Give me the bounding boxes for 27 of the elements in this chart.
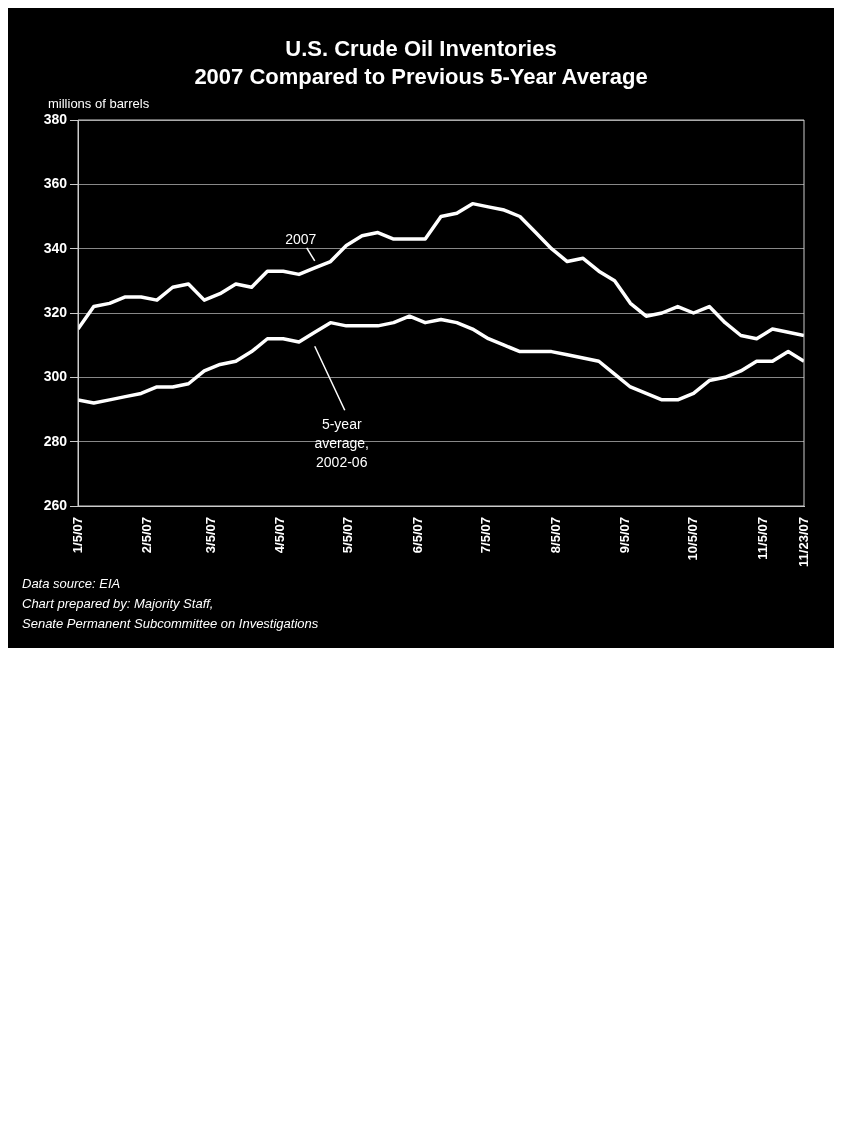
text: 5-year average, 2002-06 [314, 416, 369, 471]
chart-subtitle: 2007 Compared to Previous 5-Year Average [194, 64, 648, 89]
text: Chart prepared by: Majority Staff, [22, 596, 214, 611]
x-tick-label: 11/5/07 [754, 517, 770, 560]
x-tick-label: 8/5/07 [547, 517, 563, 554]
x-tick-label: 4/5/07 [272, 517, 288, 554]
y-tick-label: 280 [43, 432, 68, 449]
x-tick-label: 5/5/07 [340, 517, 356, 554]
x-tick-label: 10/5/07 [685, 517, 701, 561]
series-label: 2007 [285, 230, 317, 247]
x-tick-label: 11/23/07 [795, 517, 811, 567]
x-tick-label: 6/5/07 [410, 517, 426, 554]
source-note: Data source: EIA [22, 576, 121, 591]
x-tick-label: 2/5/07 [139, 517, 155, 554]
x-tick-label: 9/5/07 [617, 517, 633, 554]
y-tick-label: 260 [43, 496, 68, 513]
y-tick-label: 380 [43, 110, 68, 127]
y-tick-label: 340 [43, 239, 68, 256]
y-axis-title: millions of barrels [48, 96, 150, 111]
x-tick-label: 1/5/07 [69, 517, 85, 554]
x-tick-label: 7/5/07 [477, 517, 493, 554]
chart-title: U.S. Crude Oil Inventories [285, 36, 557, 61]
y-tick-label: 320 [43, 303, 68, 320]
y-tick-label: 360 [43, 175, 68, 192]
y-tick-label: 300 [43, 368, 68, 385]
text: Senate Permanent Subcommittee on Investigations [22, 616, 319, 631]
x-tick-label: 3/5/07 [202, 517, 218, 554]
